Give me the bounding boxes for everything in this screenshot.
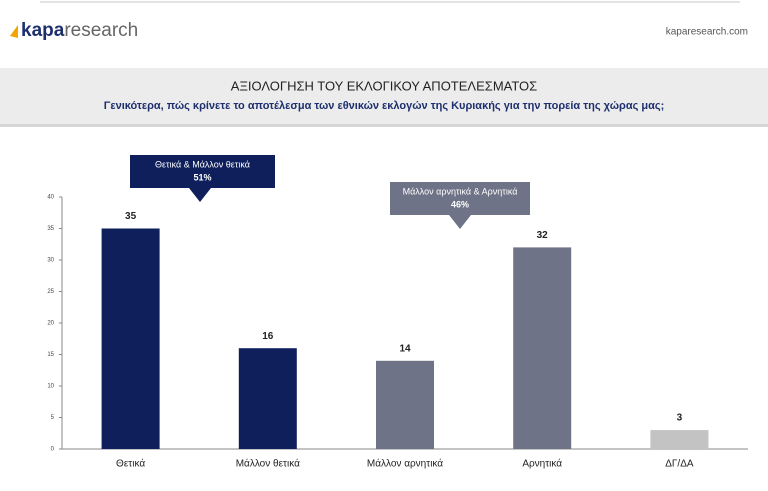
value-label: 32 — [537, 230, 549, 241]
y-tick-label: 20 — [47, 321, 54, 327]
x-tick-label: ΔΓ/ΔΑ — [665, 459, 694, 470]
bar — [376, 360, 434, 449]
bar — [101, 228, 160, 449]
annotation-box — [130, 155, 275, 188]
bar — [238, 348, 297, 449]
annotation-arrow — [189, 188, 211, 202]
x-tick-label: Αρνητικά — [522, 458, 562, 470]
logo-bold: kapa — [21, 20, 65, 41]
site: kaparesearch.com — [666, 27, 748, 38]
annotation-value: 51% — [193, 172, 211, 182]
y-tick-label: 5 — [51, 415, 55, 421]
annotation-value: 46% — [451, 199, 469, 209]
banner — [0, 68, 768, 126]
y-tick-label: 40 — [47, 195, 54, 201]
y-tick-label: 10 — [47, 384, 54, 390]
banner-shadow — [0, 124, 768, 127]
annotation-arrow — [449, 215, 471, 229]
y-tick-label: 30 — [47, 258, 54, 264]
bar — [650, 430, 709, 449]
y-tick-label: 35 — [47, 226, 54, 232]
value-label: 14 — [399, 343, 411, 354]
x-tick-label: Μάλλον αρνητικά — [367, 458, 443, 470]
value-label: 3 — [677, 413, 683, 424]
y-tick-label: 15 — [47, 352, 54, 358]
x-tick-label: Μάλλον θετικά — [236, 458, 300, 470]
bar — [513, 247, 572, 449]
value-label: 35 — [125, 211, 137, 222]
chart-title: ΑΞΙΟΛΟΓΗΣΗ ΤΟΥ ΕΚΛΟΓΙΚΟΥ ΑΠΟΤΕΛΕΣΜΑΤΟΣ — [231, 78, 537, 93]
annotation-box — [390, 182, 530, 215]
value-label: 16 — [262, 331, 274, 342]
x-tick-label: Θετικά — [116, 458, 145, 470]
logo: kaparesearch — [21, 20, 138, 41]
logo-light: research — [64, 20, 138, 41]
y-tick-label: 25 — [47, 289, 54, 295]
annotation-text: Θετικά & Μάλλον θετικά — [155, 159, 250, 169]
chart-subtitle: Γενικότερα, πώς κρίνετε το αποτέλεσμα τω… — [104, 100, 665, 112]
annotation-text: Μάλλον αρνητικά & Αρνητικά — [403, 186, 518, 196]
y-tick-label: 0 — [51, 447, 55, 453]
logo-icon — [10, 25, 18, 38]
